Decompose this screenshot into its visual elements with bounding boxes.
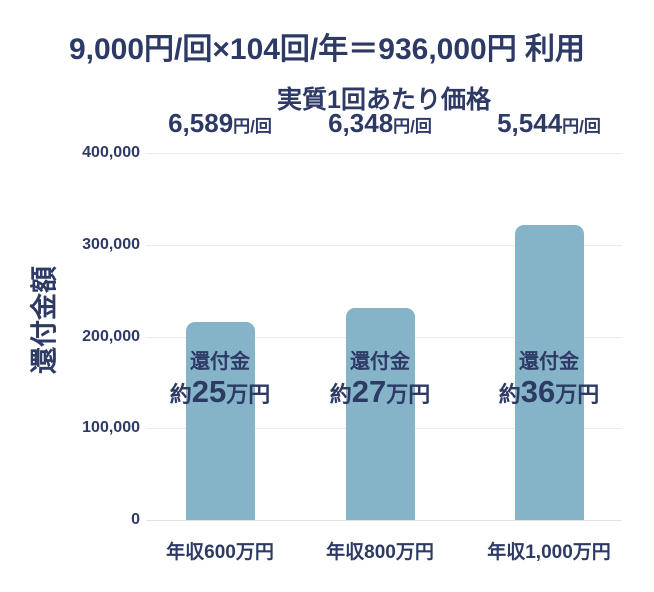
refund-amount: 約27万円 bbox=[329, 374, 431, 409]
x-tick-label: 年収800万円 bbox=[326, 542, 434, 563]
refund-caption: 還付金 bbox=[350, 351, 410, 373]
refund-caption: 還付金 bbox=[519, 351, 579, 373]
grid-line bbox=[146, 244, 622, 246]
price-unit: 円/回 bbox=[233, 117, 272, 136]
refund-amount: 約36万円 bbox=[498, 374, 600, 409]
y-tick-label: 100,000 bbox=[82, 419, 140, 437]
price-label: 6,348円/回 bbox=[295, 108, 465, 139]
y-tick-label: 400,000 bbox=[82, 144, 140, 161]
refund-label: 還付金 約36万円 bbox=[464, 352, 634, 407]
bar bbox=[514, 225, 584, 520]
x-tick-label: 年収1,000万円 bbox=[487, 542, 611, 563]
y-tick-label: 300,000 bbox=[82, 235, 140, 253]
price-value: 5,544 bbox=[497, 108, 563, 138]
x-tick-label: 年収600万円 bbox=[166, 542, 274, 563]
price-unit: 円/回 bbox=[562, 117, 601, 136]
price-value: 6,589 bbox=[168, 108, 234, 138]
refund-caption: 還付金 bbox=[190, 351, 250, 373]
refund-amount: 約25万円 bbox=[169, 374, 271, 409]
grid-line bbox=[146, 153, 622, 154]
chart-subtitle: 実質1回あたり価格 bbox=[277, 86, 491, 114]
grid-line bbox=[146, 520, 622, 521]
chart-title: 9,000円/回×104回/年＝936,000円 利用 bbox=[68, 33, 586, 66]
price-unit: 円/回 bbox=[393, 117, 432, 136]
refund-label: 還付金 約25万円 bbox=[135, 352, 305, 407]
y-tick-label: 200,000 bbox=[82, 327, 140, 345]
price-value: 6,348 bbox=[328, 108, 394, 138]
bar bbox=[185, 322, 255, 520]
refund-number: 27 bbox=[351, 374, 387, 409]
y-axis-title: 還付金額 bbox=[29, 266, 60, 374]
y-tick-label: 0 bbox=[131, 511, 140, 528]
price-label: 5,544円/回 bbox=[464, 108, 634, 139]
refund-number: 36 bbox=[520, 374, 556, 409]
refund-number: 25 bbox=[191, 374, 227, 409]
price-label: 6,589円/回 bbox=[135, 108, 305, 139]
refund-label: 還付金 約27万円 bbox=[295, 352, 465, 407]
bar bbox=[345, 308, 415, 520]
